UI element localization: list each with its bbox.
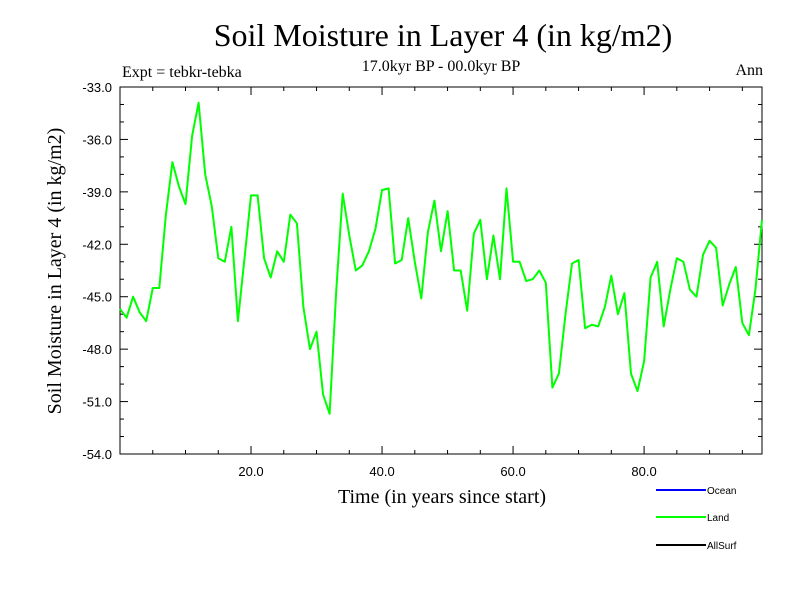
y-tick-label: -36.0 — [82, 132, 112, 147]
chart-title: Soil Moisture in Layer 4 (in kg/m2) — [214, 17, 673, 53]
legend-label-allsurf: AllSurf — [707, 541, 737, 552]
legend-label-land: Land — [707, 513, 729, 524]
y-tick-label: -48.0 — [82, 342, 112, 357]
legend: Ocean Land AllSurf — [656, 486, 737, 552]
x-tick-label: 80.0 — [631, 464, 656, 479]
y-axis-ticks: -54.0 -51.0 -48.0 -45.0 -42.0 -39.0 -36.0 -33.0 — [82, 80, 762, 462]
y-tick-label: -54.0 — [82, 447, 112, 462]
season-label: Ann — [735, 62, 763, 79]
y-tick-label: -33.0 — [82, 80, 112, 95]
x-tick-label: 20.0 — [238, 464, 263, 479]
x-axis-ticks: 20.0 40.0 60.0 80.0 — [152, 87, 743, 479]
plot-frame — [119, 86, 763, 455]
experiment-label: Expt = tebkr-tebka — [122, 64, 242, 81]
y-axis-title: Soil Moisture in Layer 4 (in kg/m2) — [44, 128, 66, 415]
chart-subtitle: 17.0kyr BP - 00.0kyr BP — [362, 58, 521, 75]
x-tick-label: 60.0 — [500, 464, 525, 479]
series-line-land — [119, 101, 763, 415]
legend-label-ocean: Ocean — [707, 486, 736, 497]
y-tick-label: -39.0 — [82, 185, 112, 200]
x-tick-label: 40.0 — [369, 464, 394, 479]
y-tick-label: -51.0 — [82, 395, 112, 410]
y-tick-label: -42.0 — [82, 237, 112, 252]
y-tick-label: -45.0 — [82, 290, 112, 305]
x-axis-title: Time (in years since start) — [338, 486, 546, 508]
series-layer — [119, 101, 763, 415]
